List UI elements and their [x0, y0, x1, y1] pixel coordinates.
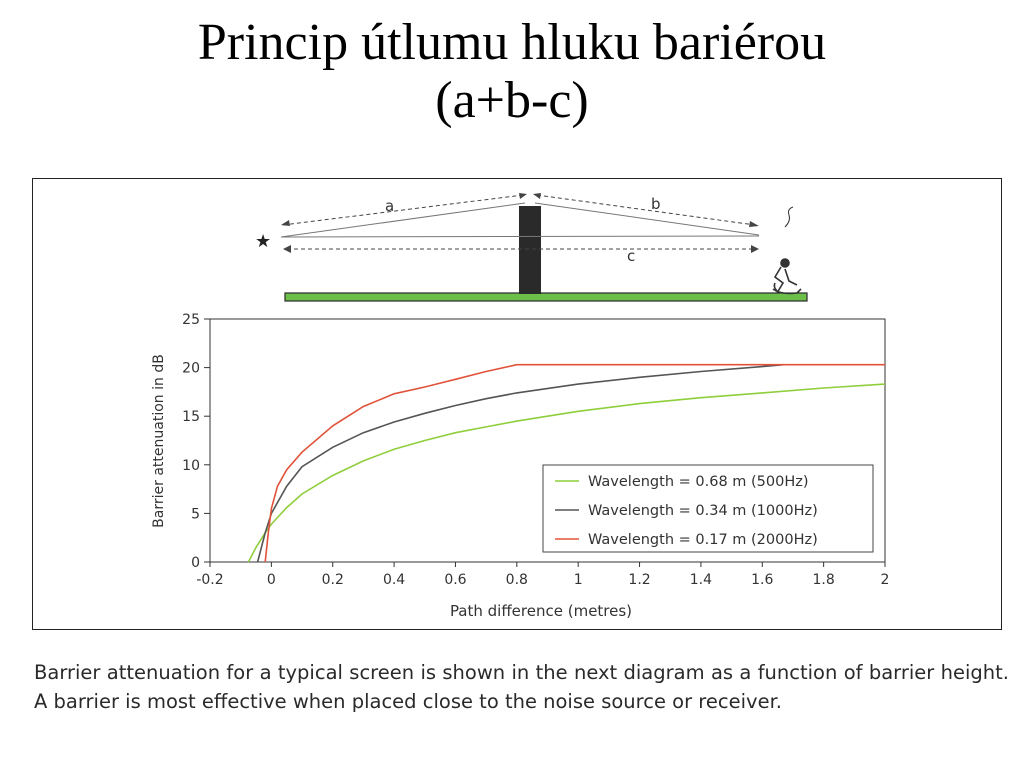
person-icon — [772, 206, 802, 295]
legend-entry-2: Wavelength = 0.34 m (1000Hz) — [588, 503, 818, 519]
series-line-2 — [256, 363, 784, 563]
legend-entry-3: Wavelength = 0.17 m (2000Hz) — [588, 532, 818, 548]
x-tick-label: 1.2 — [628, 572, 650, 588]
arrowhead-a-right — [519, 193, 527, 199]
x-tick-label: 0.8 — [506, 572, 528, 588]
x-tick-label: 0 — [267, 572, 276, 588]
x-tick-label: 1.6 — [751, 572, 773, 588]
series-line-3 — [264, 363, 885, 563]
figure-caption: Barrier attenuation for a typical screen… — [34, 661, 1009, 713]
label-b: b — [651, 195, 661, 213]
legend-box — [542, 464, 874, 553]
x-tick-label: 1 — [574, 572, 583, 588]
arrowhead-c-left — [283, 245, 291, 253]
chart-legend: Wavelength = 0.68 m (500Hz) Wavelength = … — [542, 464, 874, 553]
x-tick-label: 0.6 — [444, 572, 466, 588]
arrowhead-b-right — [749, 221, 759, 227]
y-tick-label: 20 — [182, 361, 200, 377]
label-c: c — [627, 247, 635, 265]
dimension-a-arrow — [282, 194, 524, 226]
y-tick-label: 15 — [182, 409, 200, 425]
x-axis-label: Path difference (metres) — [450, 602, 632, 620]
slide-title: Princip útlumu hluku bariérou (a+b-c) — [0, 14, 1024, 130]
dimension-b-arrow — [536, 194, 756, 226]
legend-entry-1: Wavelength = 0.68 m (500Hz) — [588, 474, 809, 490]
y-axis-label: Barrier attenuation in dB — [151, 354, 167, 528]
x-tick-label: 0.2 — [322, 572, 344, 588]
label-a: a — [385, 197, 394, 215]
arrowhead-b-left — [533, 193, 541, 199]
title-line-2: (a+b-c) — [435, 72, 589, 129]
path-a-line — [280, 202, 526, 238]
y-tick-label: 5 — [191, 506, 200, 522]
y-tick-label: 25 — [182, 312, 200, 328]
path-c-line — [280, 235, 760, 238]
x-tick-label: -0.2 — [196, 572, 223, 588]
y-tick-label: 10 — [182, 458, 200, 474]
x-tick-label: 2 — [881, 572, 890, 588]
y-tick-label: 0 — [191, 555, 200, 571]
plot-frame — [209, 318, 886, 563]
x-tick-label: 0.4 — [383, 572, 405, 588]
arrowhead-a-left — [281, 220, 290, 226]
arrowhead-c-right — [751, 245, 759, 253]
series-lines — [247, 363, 886, 563]
x-axis-ticks: -0.2 0 0.2 0.4 0.6 0.8 1 1.2 1.4 1.6 1.8 2 — [196, 562, 889, 588]
x-tick-label: 1.8 — [813, 572, 835, 588]
ground-strip — [284, 292, 808, 302]
series-line-1 — [247, 383, 886, 563]
x-tick-label: 1.4 — [690, 572, 712, 588]
y-axis-ticks: 0 5 10 15 20 25 — [182, 312, 210, 571]
barrier-diagram: a b c ★ — [255, 193, 808, 302]
path-b-line — [534, 202, 760, 236]
title-line-1: Princip útlumu hluku bariérou — [197, 14, 827, 71]
figure-frame: a b c ★ 0 5 10 15 20 25 -0.2 0 0.2 0.4 0.6 0.8 1 1.2… — [32, 178, 1002, 630]
barrier-wall — [519, 206, 541, 294]
star-icon: ★ — [255, 231, 271, 252]
